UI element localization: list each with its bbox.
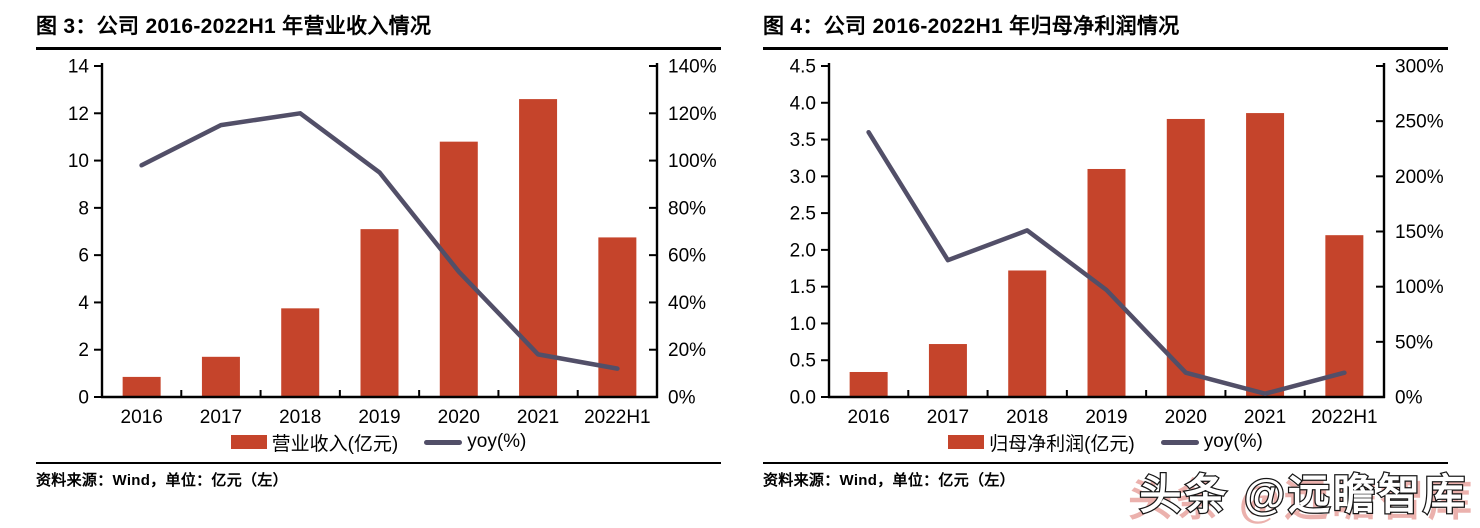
bar <box>1087 169 1126 398</box>
x-axis-label: 2020 <box>438 407 480 428</box>
x-axis-label: 2017 <box>927 407 969 428</box>
bar <box>519 99 558 398</box>
right-axis-label: 60% <box>668 246 706 267</box>
x-axis-label: 2019 <box>358 407 400 428</box>
bar <box>1008 270 1047 398</box>
bar <box>360 229 399 398</box>
right-axis-label: 300% <box>1395 57 1444 78</box>
bar <box>849 372 888 398</box>
legend-label: 归母净利润(亿元) <box>989 433 1135 455</box>
left-axis-label: 14 <box>68 57 90 78</box>
legend-item-yoy: yoy(%) <box>1160 431 1263 453</box>
right-axis-label: 0% <box>1395 388 1423 409</box>
report-figures-row: 图 3：公司 2016-2022H1 年营业收入情况 0 2 4 6 8 10 12 14 0%… <box>36 8 1448 490</box>
right-axis-label: 20% <box>668 341 706 362</box>
figure-3-card: 图 3：公司 2016-2022H1 年营业收入情况 0 2 4 6 8 10 12 14 0%… <box>36 8 721 490</box>
bar-swatch-icon <box>230 435 267 450</box>
right-axis-label: 150% <box>1395 222 1444 243</box>
x-axis-label: 2017 <box>200 407 242 428</box>
figure-4-title: 图 4：公司 2016-2022H1 年归母净利润情况 <box>763 15 1180 38</box>
net-profit-bar-line-chart: 0.0 0.5 1.0 1.5 2.0 2.5 3.0 3.5 4.0 4.5 0% 50% 100% 1… <box>790 57 1444 429</box>
right-axis-label: 120% <box>668 104 717 125</box>
legend-label: 营业收入(亿元) <box>271 433 399 455</box>
watermark-red-echo: 头条 @远瞻智库 <box>1128 476 1476 525</box>
left-axis-label: 4 <box>78 293 89 314</box>
right-axis-label: 100% <box>1395 277 1444 298</box>
left-axis-label: 1.0 <box>790 314 816 335</box>
left-axis-label: 8 <box>78 199 89 220</box>
toutiao-watermark: 头条 @远瞻智库 <box>1138 470 1468 520</box>
bar <box>281 308 320 398</box>
x-axis-label: 2022H1 <box>584 407 651 428</box>
legend-label: yoy(%) <box>467 431 527 453</box>
figure-3-title: 图 3：公司 2016-2022H1 年营业收入情况 <box>36 15 432 38</box>
x-axis-label: 2019 <box>1085 407 1127 428</box>
yoy-line <box>866 130 1347 397</box>
left-axis-label: 2.0 <box>790 241 816 262</box>
revenue-bar-line-chart: 024681012140%20%40%60%80%100%120%140%201… <box>68 57 717 429</box>
source-divider <box>763 462 1448 465</box>
x-axis-label: 2016 <box>848 407 890 428</box>
x-axis-label: 2021 <box>517 407 559 428</box>
left-axis-label: 4.5 <box>790 57 816 78</box>
x-axis-label: 2016 <box>121 407 163 428</box>
bar <box>928 344 967 398</box>
right-axis-label: 50% <box>1395 333 1433 354</box>
right-axis-label: 100% <box>668 151 717 172</box>
left-axis-label: 6 <box>78 246 89 267</box>
x-axis-label: 2021 <box>1244 407 1286 428</box>
left-axis-label: 2.5 <box>790 204 816 225</box>
legend-label: yoy(%) <box>1203 431 1263 453</box>
x-axis-label: 2020 <box>1165 407 1207 428</box>
bar <box>1246 113 1285 398</box>
left-axis-label: 4.0 <box>790 94 816 115</box>
legend-item-revenue: 营业收入(亿元) <box>230 429 399 456</box>
right-axis-label: 140% <box>668 57 717 78</box>
x-axis-label: 2018 <box>1006 407 1048 428</box>
source-divider <box>36 462 721 465</box>
bar <box>1166 119 1205 398</box>
line-swatch-icon <box>424 439 463 445</box>
left-axis-label: 12 <box>68 104 89 125</box>
left-axis-label: 0.0 <box>790 388 816 409</box>
right-axis-label: 250% <box>1395 112 1444 133</box>
source-note: 资料来源：Wind，单位：亿元（左） <box>763 472 1015 490</box>
legend: 营业收入(亿元) yoy(%) <box>36 429 721 456</box>
right-axis-label: 0% <box>668 388 696 409</box>
right-axis-label: 40% <box>668 293 706 314</box>
left-axis-label: 2 <box>78 341 89 362</box>
left-axis-label: 3.5 <box>790 130 816 151</box>
bar <box>201 357 240 398</box>
title-underline <box>36 47 721 51</box>
title-underline <box>763 47 1448 51</box>
bar <box>1325 235 1364 398</box>
source-note: 资料来源：Wind，单位：亿元（左） <box>36 472 288 490</box>
legend-item-yoy: yoy(%) <box>424 431 526 453</box>
bar <box>598 237 637 398</box>
yoy-line <box>139 111 620 372</box>
x-axis-label: 2018 <box>279 407 321 428</box>
left-axis-label: 10 <box>68 151 89 172</box>
bar <box>122 377 161 398</box>
figure-4-card: 图 4：公司 2016-2022H1 年归母净利润情况 0.0 0.5 1.0 1.5… <box>763 8 1448 490</box>
left-axis-label: 3.0 <box>790 167 816 188</box>
left-axis-label: 0.5 <box>790 351 816 372</box>
line-swatch-icon <box>1160 439 1199 445</box>
bar-swatch-icon <box>948 435 985 450</box>
legend-item-net-profit: 归母净利润(亿元) <box>948 429 1135 456</box>
left-axis-label: 1.5 <box>790 277 816 298</box>
x-axis-label: 2022H1 <box>1311 407 1378 428</box>
left-axis-label: 0 <box>78 388 89 409</box>
legend: 归母净利润(亿元) yoy(%) <box>763 429 1448 456</box>
right-axis-label: 200% <box>1395 167 1444 188</box>
right-axis-label: 80% <box>668 199 706 220</box>
